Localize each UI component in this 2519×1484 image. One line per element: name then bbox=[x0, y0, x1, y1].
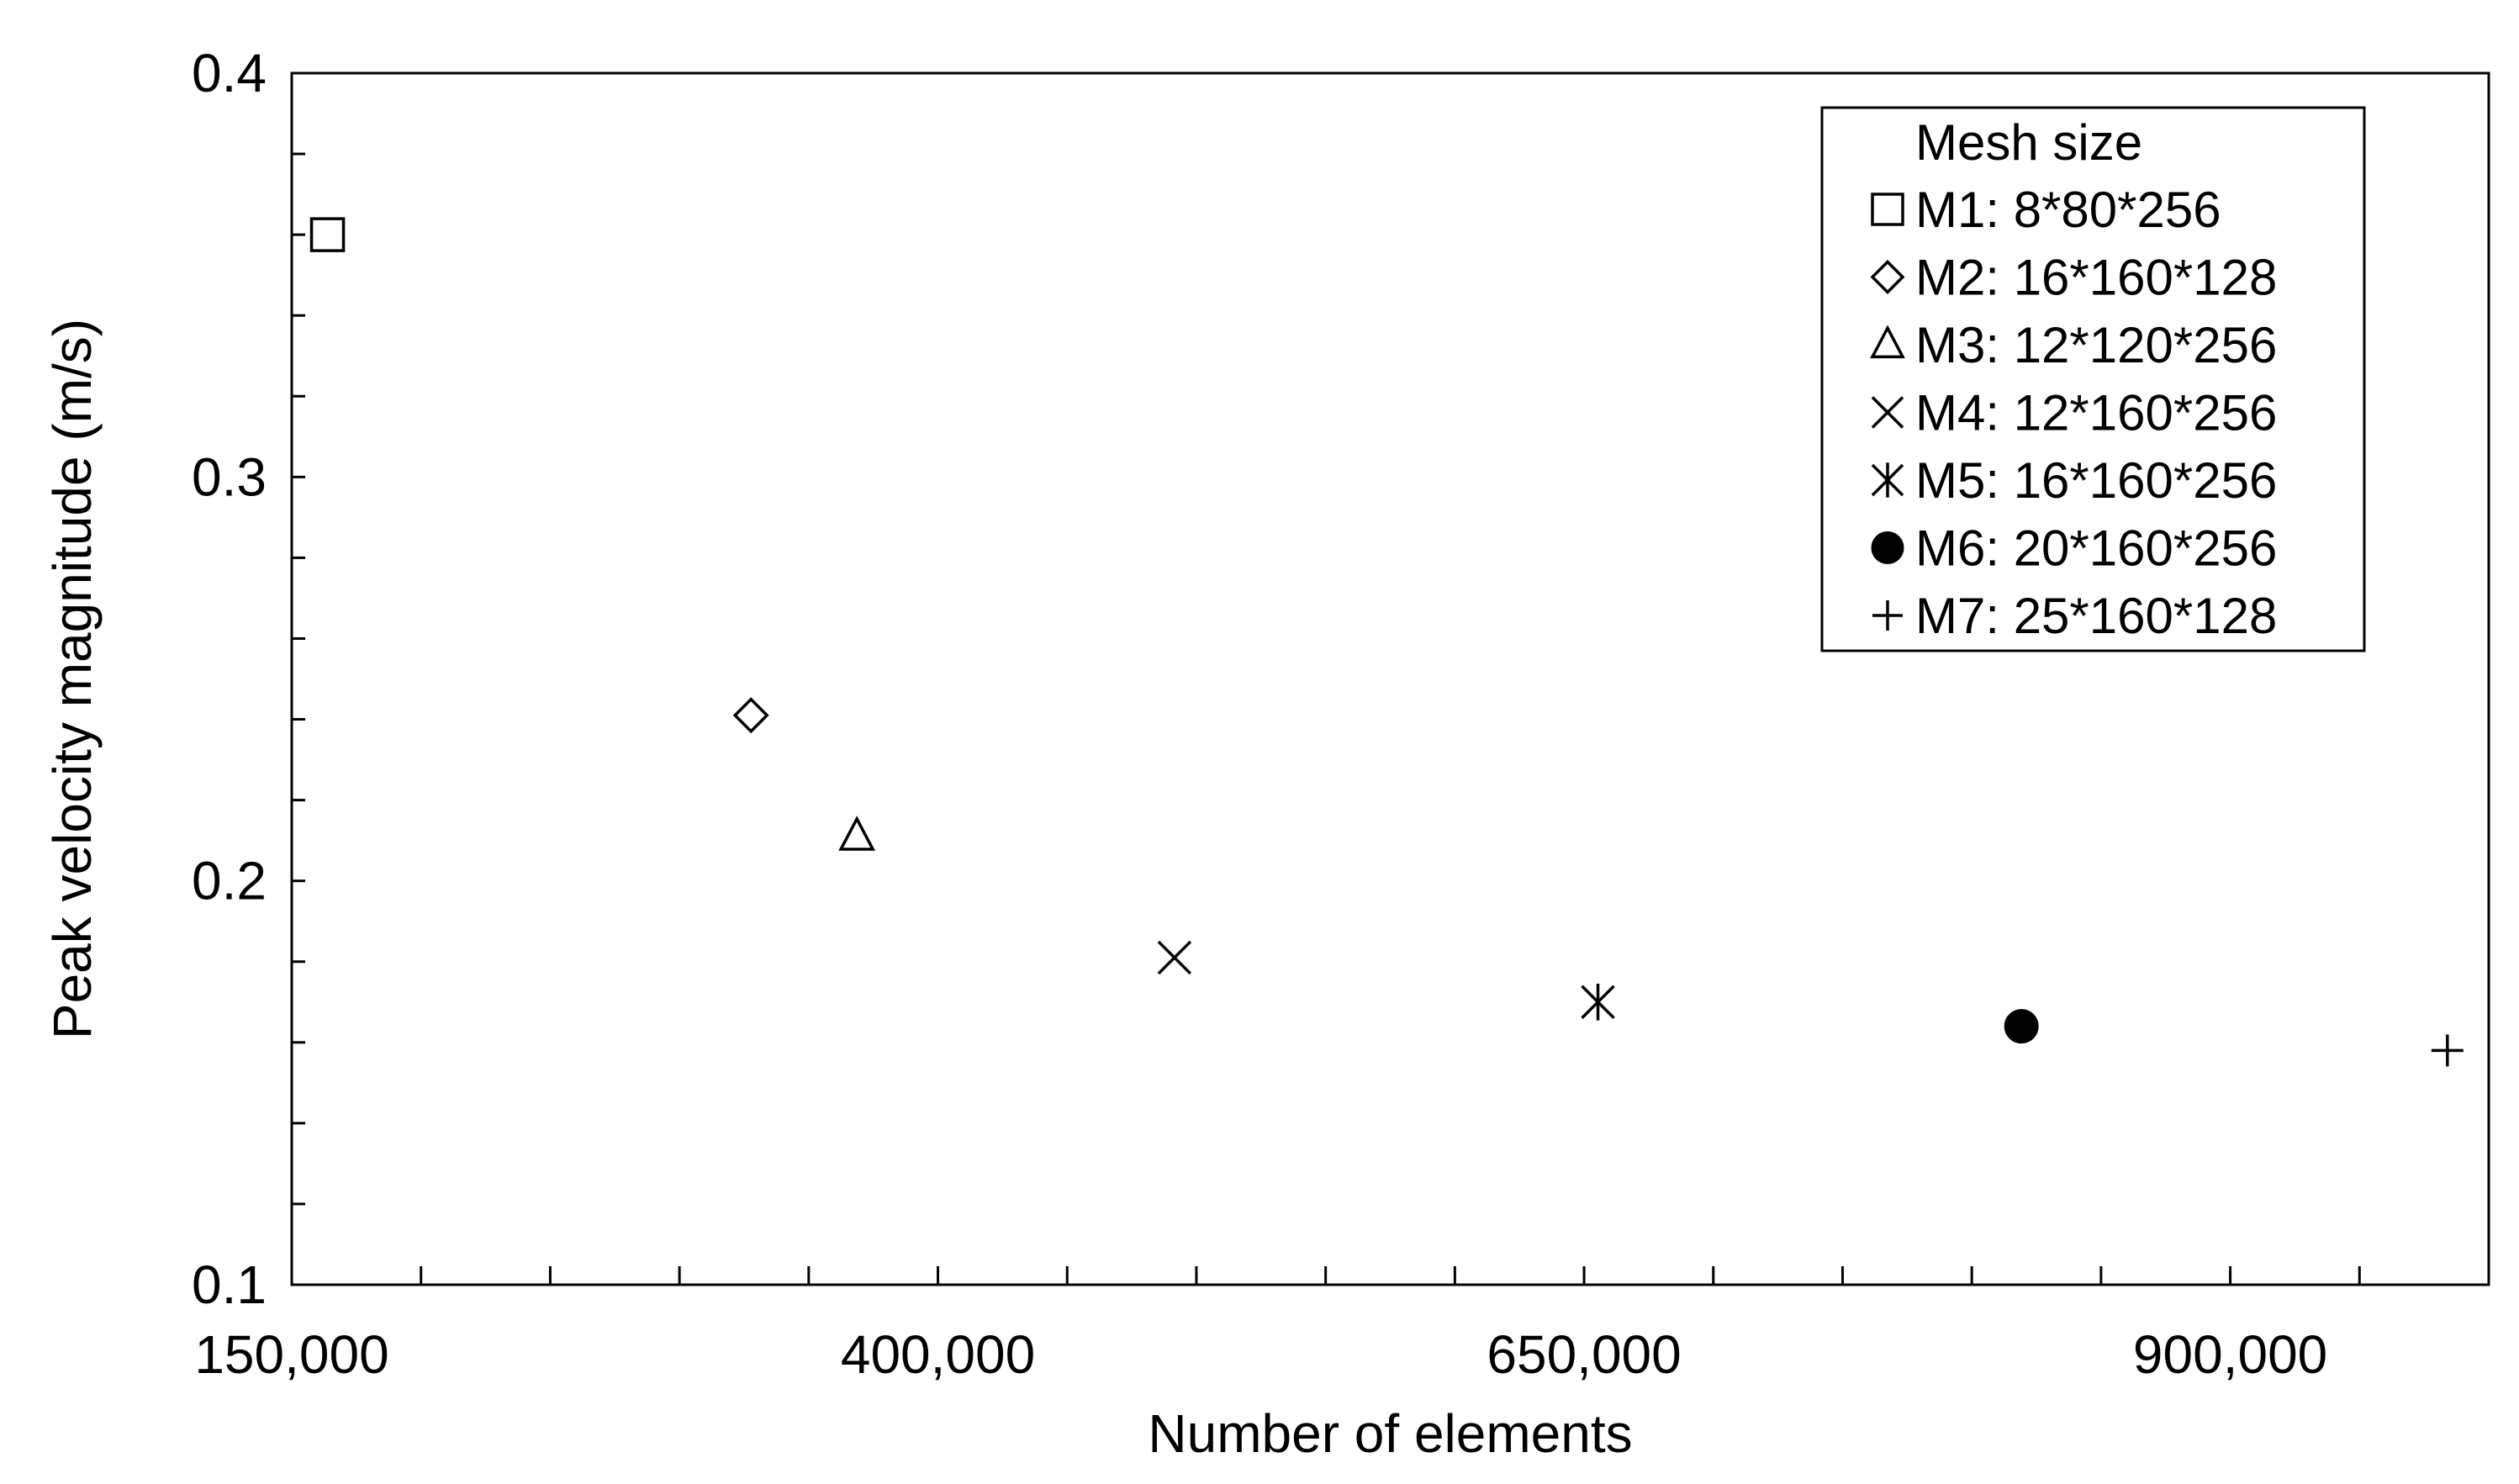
x-tick-label: 400,000 bbox=[841, 1324, 1035, 1385]
legend-label-m2: M2: 16*160*128 bbox=[1915, 250, 2277, 306]
data-points bbox=[309, 217, 2464, 1067]
legend-marker-m5 bbox=[1871, 462, 1904, 498]
x-tick-label: 150,000 bbox=[194, 1324, 388, 1385]
axis-ticks bbox=[292, 152, 2361, 1285]
legend-label-m4: M4: 12*160*256 bbox=[1915, 385, 2277, 441]
y-tick-label: 0.3 bbox=[192, 446, 267, 507]
legend-marker-m6 bbox=[1871, 531, 1904, 564]
legend-label-m6: M6: 20*160*256 bbox=[1915, 520, 2277, 577]
axes bbox=[290, 71, 2490, 1286]
legend-marker-m4 bbox=[1871, 396, 1904, 429]
legend-marker-m7 bbox=[1872, 600, 1903, 631]
legend-marker-m3 bbox=[1870, 325, 1905, 359]
legend-marker-m2 bbox=[1870, 260, 1905, 294]
y-tick-label: 0.4 bbox=[192, 43, 267, 103]
legend-marker-m1 bbox=[1871, 193, 1904, 226]
tick-labels: 150,000 400,000 650,000 900,000 0.1 0.2 0.3 0.4 bbox=[192, 43, 2327, 1385]
legend: Mesh size M1: 8*80*256 M2: 16*160*128 M3: … bbox=[1820, 106, 2366, 652]
data-point-m1 bbox=[309, 217, 346, 252]
x-axis-title: Number of elements bbox=[1148, 1403, 1632, 1464]
data-point-m6 bbox=[2004, 1009, 2039, 1044]
data-point-m2 bbox=[732, 697, 769, 734]
data-point-m4 bbox=[1157, 940, 1192, 975]
legend-label-m5: M5: 16*160*256 bbox=[1915, 452, 2277, 509]
legend-title: Mesh size bbox=[1915, 114, 2142, 171]
data-point-m7 bbox=[2431, 1034, 2464, 1067]
plot-frame bbox=[290, 71, 2490, 1286]
data-point-m3 bbox=[838, 816, 876, 851]
y-axis-title: Peak velocity magnitude (m/s) bbox=[42, 319, 103, 1039]
legend-label-m3: M3: 12*120*256 bbox=[1915, 317, 2277, 373]
legend-label-m7: M7: 25*160*128 bbox=[1915, 588, 2277, 644]
x-tick-label: 900,000 bbox=[2133, 1324, 2327, 1385]
legend-box bbox=[1820, 106, 2366, 652]
data-point-m5 bbox=[1581, 983, 1615, 1021]
x-tick-label: 650,000 bbox=[1487, 1324, 1681, 1385]
y-tick-label: 0.2 bbox=[192, 851, 267, 911]
y-tick-label: 0.1 bbox=[192, 1254, 267, 1315]
legend-label-m1: M1: 8*80*256 bbox=[1915, 182, 2221, 238]
